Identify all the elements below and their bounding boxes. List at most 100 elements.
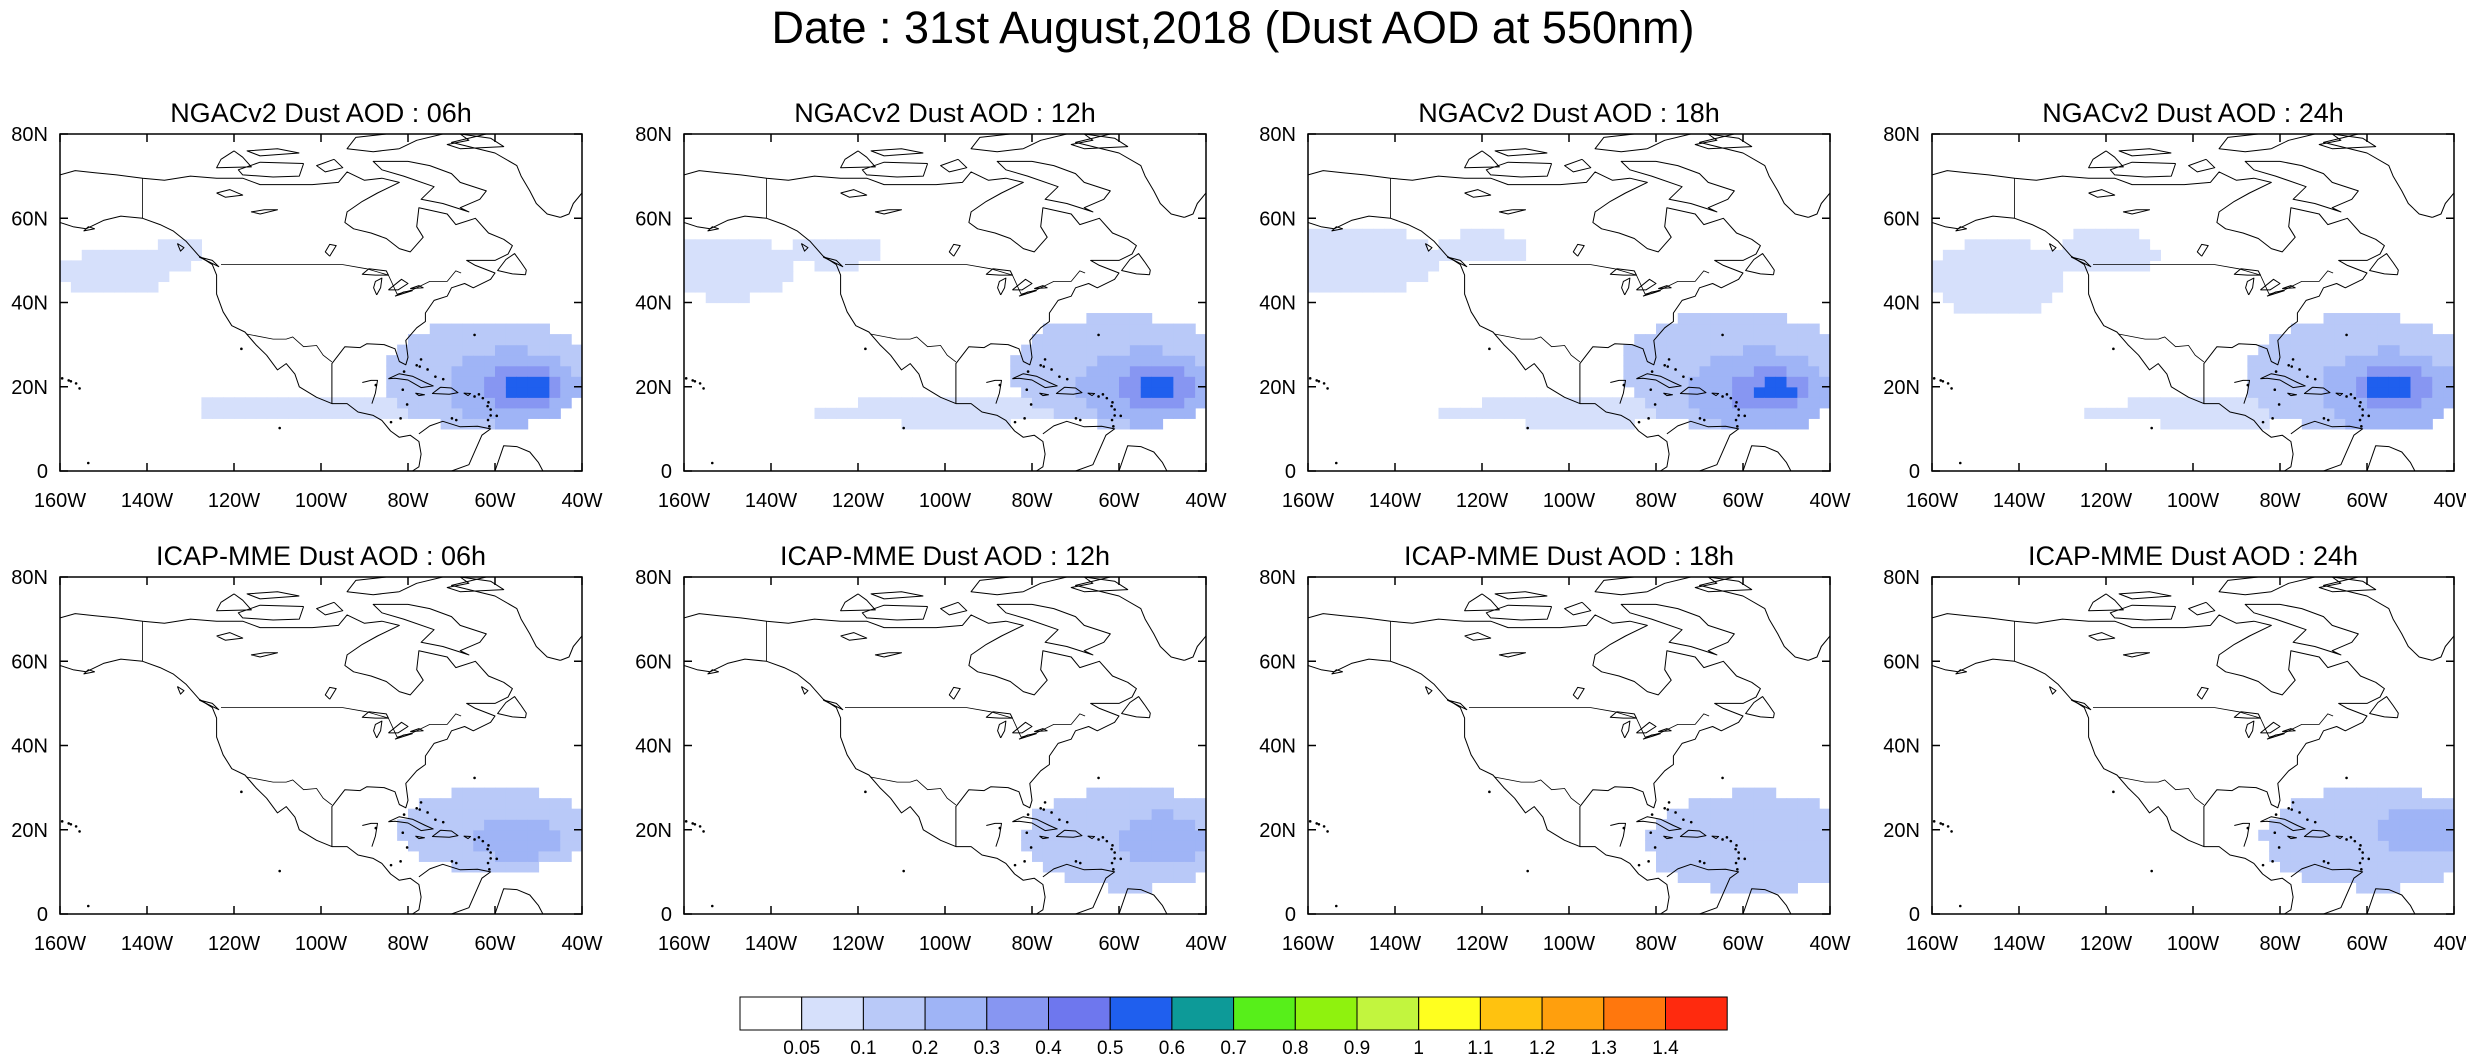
aod-cell [1351, 239, 1363, 251]
aod-cell [2095, 228, 2107, 240]
aod-cell [2345, 787, 2357, 799]
panel-title: ICAP-MME Dust AOD : 12h [780, 541, 1110, 571]
lon-tick-label: 80W [1011, 933, 1052, 955]
aod-cell [1108, 850, 1120, 862]
aod-cell [1021, 829, 1033, 841]
aod-cell [1953, 281, 1966, 293]
lat-tick-label: 20N [635, 820, 672, 842]
aod-field [684, 239, 1206, 430]
aod-cell [1932, 270, 1944, 283]
island-dot [1729, 839, 1733, 843]
aod-cell [397, 829, 409, 841]
aod-cell [2236, 418, 2248, 430]
aod-cell [1503, 407, 1516, 419]
aod-cell [2334, 808, 2346, 820]
aod-cell [847, 260, 859, 272]
aod-cell [386, 365, 398, 377]
aod-cell [2138, 260, 2151, 272]
aod-cell [890, 407, 903, 419]
aod-cell [495, 850, 507, 862]
aod-cell [440, 376, 453, 388]
aod-cell [1173, 365, 1185, 377]
lon-tick-label: 120W [2080, 490, 2132, 512]
aod-cell [1721, 334, 1733, 346]
aod-cell [966, 418, 979, 430]
aod-cell [125, 249, 137, 261]
aod-cell [495, 365, 507, 377]
aod-cell [1173, 808, 1185, 820]
aod-cell [1362, 260, 1374, 272]
aod-cell [781, 260, 794, 272]
aod-cell [2367, 386, 2379, 398]
coastline-segment [996, 160, 1111, 213]
aod-cell [2356, 323, 2368, 335]
aod-cell [495, 418, 507, 430]
coastline [1932, 577, 2454, 914]
aod-cell [505, 798, 518, 810]
aod-cell [516, 829, 529, 841]
island-dot [1682, 818, 1685, 821]
aod-cell [814, 407, 826, 419]
aod-cell [2367, 376, 2379, 388]
island-dot [454, 861, 458, 865]
island-dot [1653, 846, 1657, 849]
lon-tick-label: 60W [1098, 933, 1139, 955]
aod-cell [560, 355, 572, 367]
aod-cell [2377, 808, 2390, 820]
island-dot [1097, 333, 1100, 337]
coastline-segment [986, 379, 1002, 404]
aod-cell [484, 861, 496, 873]
lat-tick-label: 40N [1259, 293, 1296, 315]
aod-cell [1162, 344, 1174, 356]
aod-cell [1384, 249, 1396, 261]
aod-cell [1075, 344, 1087, 356]
aod-cell [1064, 376, 1077, 388]
colorbar-swatch [1665, 996, 1728, 1031]
aod-cell [1666, 334, 1679, 346]
aod-cell [505, 829, 518, 841]
aod-cell [2334, 840, 2346, 852]
aod-cell [1108, 376, 1120, 388]
aod-cell [1064, 365, 1077, 377]
colorbar-swatch [801, 996, 864, 1031]
aod-cell [1373, 281, 1385, 293]
aod-cell [2301, 334, 2314, 346]
aod-cell [1975, 302, 1987, 314]
aod-cell [2421, 850, 2433, 862]
aod-cell [2062, 249, 2074, 261]
lon-tick-label: 100W [1543, 933, 1595, 955]
aod-cell [516, 840, 529, 852]
aod-cell [1032, 344, 1044, 356]
aod-cell [1699, 313, 1711, 325]
aod-cell [2008, 249, 2020, 261]
lon-tick-label: 120W [208, 490, 260, 512]
aod-cell [505, 850, 518, 862]
aod-cell [1395, 281, 1407, 293]
coastline-segment [346, 134, 444, 153]
aod-cell [803, 249, 816, 261]
aod-cell [1064, 829, 1077, 841]
aod-cell [1427, 249, 1440, 261]
coastline-segment [2432, 635, 2454, 661]
aod-cell [1438, 407, 1450, 419]
aod-cell [1140, 819, 1153, 831]
aod-cell [451, 861, 463, 873]
aod-cell [836, 407, 848, 419]
aod-cell [2399, 798, 2412, 810]
aod-cell [1108, 313, 1120, 325]
coastline-segment [388, 373, 434, 389]
aod-cell [473, 819, 485, 831]
aod-cell [694, 270, 707, 283]
aod-cell [1797, 397, 1809, 409]
coastline-segment [948, 243, 961, 257]
aod-cell [2236, 397, 2248, 409]
island-dot [495, 414, 499, 418]
aod-cell [2269, 850, 2281, 862]
island-dot [2271, 860, 2274, 863]
aod-cell [1819, 365, 1830, 377]
island-dot [1119, 414, 1123, 418]
aod-cell [2301, 323, 2314, 335]
aod-cell [125, 270, 137, 283]
lat-tick-label: 0 [661, 904, 672, 926]
aod-cell [571, 819, 582, 831]
